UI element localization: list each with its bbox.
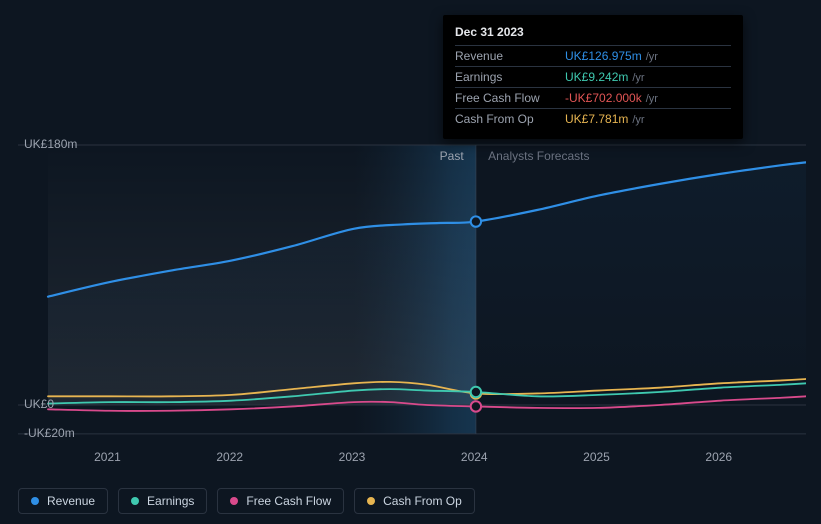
x-axis-label: 2025 [583,450,610,464]
tooltip-row-unit: /yr [646,51,658,63]
legend-dot-icon [230,497,238,505]
legend-label: Free Cash Flow [246,494,331,508]
legend-label: Cash From Op [383,494,462,508]
legend-dot-icon [131,497,139,505]
tooltip-row: Cash From OpUK£7.781m/yr [455,108,731,129]
freeCashFlow-marker [471,401,481,411]
legend-label: Revenue [47,494,95,508]
x-axis-label: 2023 [339,450,366,464]
tooltip-row-label: Free Cash Flow [455,91,565,105]
x-axis-label: 2022 [216,450,243,464]
tooltip-title: Dec 31 2023 [455,25,731,45]
tooltip-row-value: -UK£702.000k [565,91,642,105]
tooltip-row-label: Cash From Op [455,112,565,126]
x-axis-label: 2024 [461,450,488,464]
legend: Revenue Earnings Free Cash Flow Cash From O… [18,488,475,514]
tooltip-row-unit: /yr [632,114,644,126]
tooltip-row-label: Earnings [455,70,565,84]
legend-item-earnings[interactable]: Earnings [118,488,207,514]
tooltip-row-value: UK£126.975m [565,49,642,63]
legend-label: Earnings [147,494,194,508]
legend-item-cashFromOp[interactable]: Cash From Op [354,488,475,514]
chart-tooltip: Dec 31 2023 RevenueUK£126.975m/yrEarning… [443,15,743,139]
x-axis-label: 2021 [94,450,121,464]
tooltip-row: EarningsUK£9.242m/yr [455,66,731,87]
legend-dot-icon [367,497,375,505]
tooltip-row-value: UK£9.242m [565,70,628,84]
tooltip-row-unit: /yr [632,72,644,84]
tooltip-row: Free Cash Flow-UK£702.000k/yr [455,87,731,108]
chart-area: Dec 31 2023 RevenueUK£126.975m/yrEarning… [18,0,806,445]
tooltip-row-label: Revenue [455,49,565,63]
legend-dot-icon [31,497,39,505]
legend-item-freeCashFlow[interactable]: Free Cash Flow [217,488,344,514]
tooltip-row-value: UK£7.781m [565,112,628,126]
tooltip-row: RevenueUK£126.975m/yr [455,45,731,66]
x-axis-label: 2026 [705,450,732,464]
tooltip-row-unit: /yr [646,93,658,105]
revenue-marker [471,216,481,226]
legend-item-revenue[interactable]: Revenue [18,488,108,514]
earnings-marker [471,387,481,397]
